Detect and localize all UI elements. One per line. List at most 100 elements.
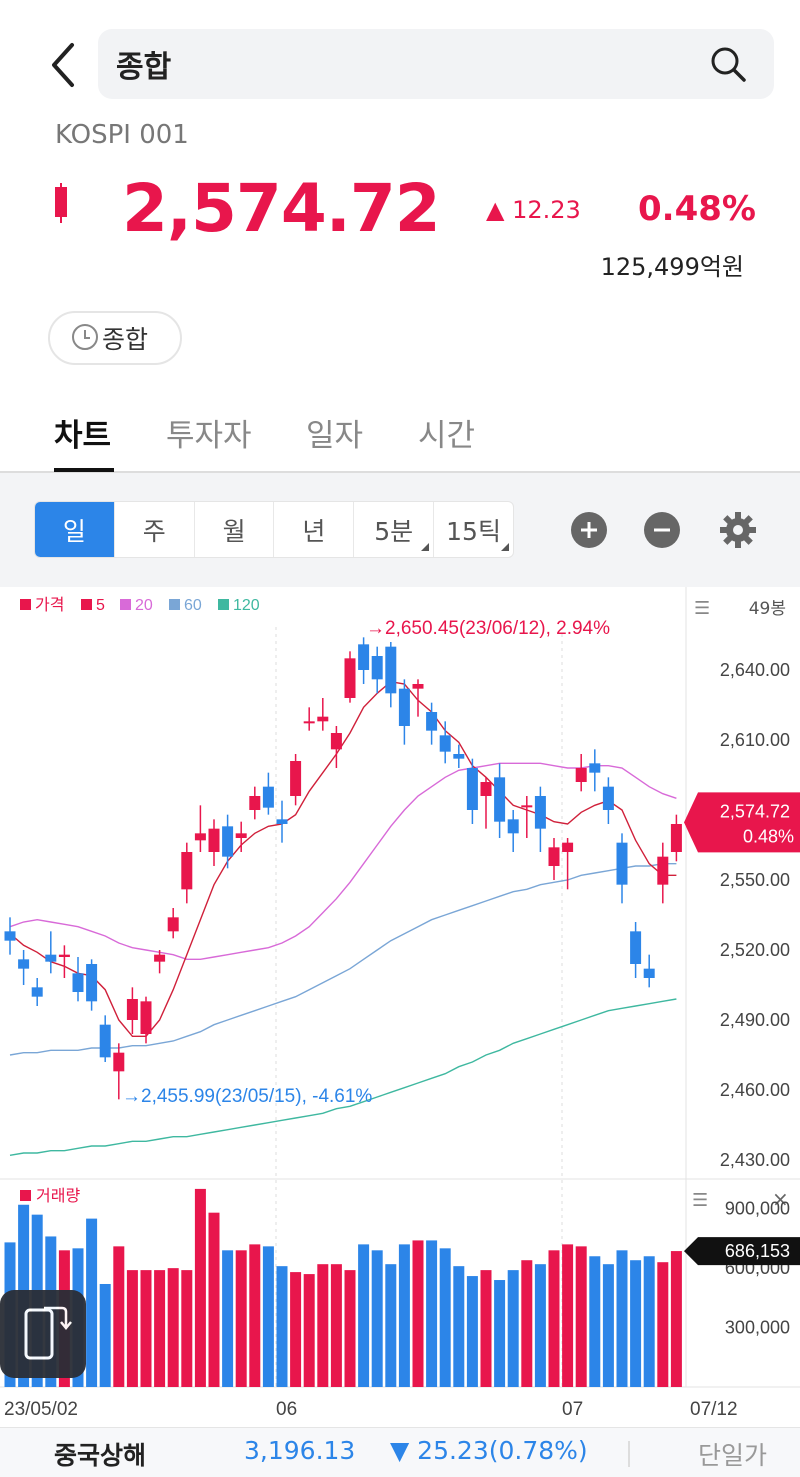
ma5-line bbox=[9, 680, 677, 1037]
ticker-unit: 단일가 bbox=[698, 1441, 768, 1470]
tab-chart[interactable]: 차트 bbox=[54, 418, 112, 454]
candle-body bbox=[534, 796, 546, 829]
volume-bar bbox=[194, 1188, 206, 1387]
y-tick-label: 2,520.00 bbox=[720, 940, 790, 960]
trade-amount: 125,499억원 bbox=[600, 253, 744, 281]
legend-label: 5 bbox=[96, 597, 105, 614]
volume-bar bbox=[453, 1266, 465, 1387]
period-day[interactable]: 일 bbox=[35, 502, 115, 557]
volume-bar bbox=[317, 1264, 329, 1387]
period-month-label: 월 bbox=[222, 516, 246, 546]
volume-bar bbox=[167, 1268, 179, 1387]
search-icon[interactable] bbox=[708, 44, 748, 84]
volume-bar bbox=[575, 1246, 587, 1387]
candle-body bbox=[670, 824, 682, 852]
candle-body bbox=[317, 716, 329, 722]
candle-body bbox=[303, 721, 315, 724]
close-icon: × bbox=[772, 1187, 789, 1211]
period-selector: 일 주 월 년 5분 15틱 bbox=[34, 501, 514, 558]
current-price: 2,574.72 bbox=[122, 170, 441, 247]
candle-body bbox=[222, 826, 234, 857]
volume-menu-icon: ☰ bbox=[692, 1190, 708, 1211]
x-tick-label: 07/12 bbox=[690, 1399, 738, 1420]
period-month[interactable]: 월 bbox=[195, 502, 275, 557]
volume-bar bbox=[154, 1270, 166, 1387]
ticker-change: ▼ 25.23(0.78%) bbox=[390, 1436, 588, 1465]
tab-investor[interactable]: 투자자 bbox=[166, 418, 252, 454]
candle-body bbox=[208, 828, 220, 852]
max-price-annotation: →2,650.45(23/06/12), 2.94% bbox=[366, 618, 610, 639]
period-day-label: 일 bbox=[62, 516, 86, 546]
candle-body bbox=[276, 819, 288, 824]
volume-bar bbox=[548, 1250, 560, 1387]
candle-body bbox=[181, 852, 193, 890]
bottom-ticker[interactable] bbox=[0, 1427, 800, 1477]
candle-body bbox=[58, 954, 70, 957]
period-year[interactable]: 년 bbox=[274, 502, 355, 557]
clock-icon bbox=[70, 322, 100, 352]
tab-daily[interactable]: 일자 bbox=[306, 418, 364, 454]
candle-body bbox=[99, 1024, 111, 1058]
volume-legend-swatch bbox=[20, 1190, 31, 1201]
volume-bar bbox=[371, 1250, 383, 1387]
volume-bar bbox=[344, 1270, 356, 1387]
volume-bar bbox=[86, 1218, 98, 1387]
period-week[interactable]: 주 bbox=[115, 502, 195, 557]
volume-bar bbox=[670, 1251, 682, 1387]
filter-pill[interactable] bbox=[48, 311, 182, 365]
volume-bar bbox=[521, 1260, 533, 1387]
ma120-line bbox=[9, 998, 677, 1156]
candle-body bbox=[385, 646, 397, 694]
volume-bar bbox=[616, 1250, 628, 1387]
volume-bar bbox=[385, 1264, 397, 1387]
filter-pill-label: 종합 bbox=[102, 325, 149, 354]
legend-swatch bbox=[169, 599, 180, 610]
y-tick-label: 2,640.00 bbox=[720, 660, 790, 680]
ma60-line bbox=[9, 863, 677, 1056]
legend-label: 가격 bbox=[35, 596, 64, 614]
period-minute-label: 5분 bbox=[374, 516, 414, 546]
candle-body bbox=[249, 796, 261, 810]
legend-swatch bbox=[20, 599, 31, 610]
zoom-in-icon[interactable] bbox=[571, 512, 607, 548]
x-tick-label: 07 bbox=[562, 1399, 583, 1420]
dropdown-corner-icon bbox=[421, 543, 430, 551]
candle-body bbox=[45, 954, 57, 962]
search-input[interactable]: 종합 bbox=[116, 50, 172, 85]
rotate-screen-button[interactable] bbox=[0, 1290, 86, 1378]
ticker-name: 중국상해 bbox=[54, 1441, 147, 1470]
gear-icon[interactable] bbox=[718, 510, 758, 550]
menu-icon: ☰ bbox=[694, 598, 710, 619]
candlestick-chart[interactable]: 가격 5 20 60 120 ☰ 49봉 2,640.00 2,610.00 2,550.00 2,… bbox=[0, 587, 800, 1425]
tab-time[interactable]: 시간 bbox=[418, 418, 476, 454]
candle-body bbox=[426, 712, 438, 731]
legend-swatch bbox=[81, 599, 92, 610]
tab-indicator bbox=[54, 468, 114, 472]
bar-count-label: 49봉 bbox=[749, 599, 786, 619]
period-tick[interactable]: 15틱 bbox=[434, 502, 513, 557]
candle-body bbox=[494, 777, 506, 822]
volume-bar bbox=[507, 1270, 519, 1387]
candle-body bbox=[31, 987, 43, 997]
back-icon[interactable] bbox=[44, 40, 84, 90]
period-minute[interactable]: 5분 bbox=[354, 502, 435, 557]
y-tick-label: 2,430.00 bbox=[720, 1150, 790, 1170]
candle-body bbox=[167, 917, 179, 932]
volume-bar bbox=[276, 1266, 288, 1387]
zoom-out-icon[interactable] bbox=[644, 512, 680, 548]
min-price-annotation: →2,455.99(23/05/15), -4.61% bbox=[122, 1086, 372, 1107]
candle-body bbox=[507, 819, 519, 834]
search-field[interactable] bbox=[98, 29, 774, 99]
volume-bar bbox=[480, 1270, 492, 1387]
rotate-icon bbox=[24, 1306, 72, 1360]
period-year-label: 년 bbox=[302, 516, 326, 546]
current-price-tag bbox=[684, 792, 800, 853]
y-tick-label: 2,490.00 bbox=[720, 1010, 790, 1030]
index-code: KOSPI 001 bbox=[55, 120, 189, 150]
volume-bar bbox=[602, 1264, 614, 1387]
candle-body bbox=[113, 1052, 125, 1072]
candle-body bbox=[616, 842, 628, 885]
candle-body bbox=[398, 688, 410, 726]
volume-bar bbox=[466, 1276, 478, 1387]
candle-body bbox=[657, 856, 669, 885]
